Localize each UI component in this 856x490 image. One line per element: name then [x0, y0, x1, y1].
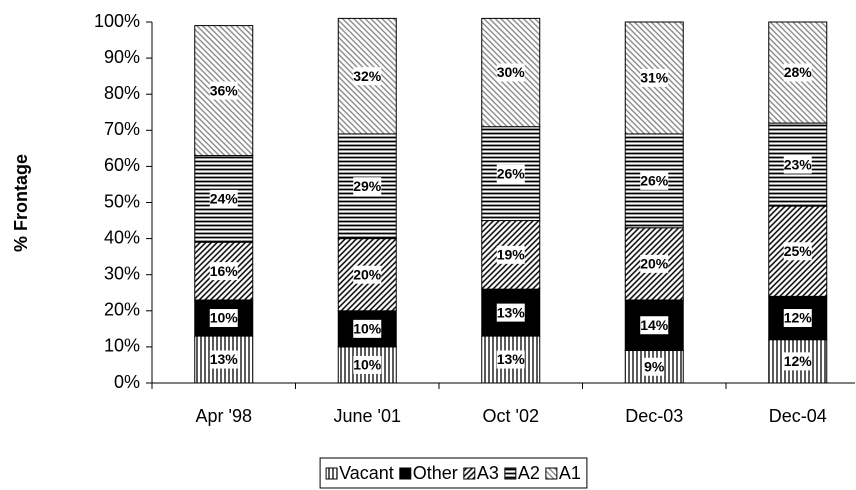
legend: Vacant Other A3 A2 A1: [319, 457, 588, 489]
value-label: 12%: [784, 310, 813, 326]
x-tick-label: June '01: [334, 406, 402, 426]
y-tick-label: 0%: [114, 372, 140, 392]
legend-box: [319, 457, 588, 489]
value-label-bg: [496, 350, 525, 369]
value-label-bg: [783, 63, 812, 82]
legend-swatch: [504, 467, 517, 480]
value-label-bg: [353, 177, 382, 196]
y-tick-label: 40%: [104, 227, 140, 247]
value-label: 25%: [784, 243, 813, 259]
y-tick-label: 70%: [104, 119, 140, 139]
value-label: 14%: [640, 317, 669, 333]
value-label-bg: [353, 67, 382, 86]
value-label: 19%: [497, 247, 526, 263]
value-label-bg: [496, 245, 525, 264]
legend-label: Other: [413, 463, 458, 483]
value-label-bg: [783, 242, 812, 261]
value-label: 20%: [640, 256, 669, 272]
value-label: 10%: [210, 310, 239, 326]
legend-swatch: [325, 467, 338, 480]
legend-label: A3: [477, 463, 499, 483]
y-tick-label: 60%: [104, 155, 140, 175]
value-label-bg: [496, 164, 525, 183]
value-label: 16%: [210, 263, 239, 279]
y-tick-label: 30%: [104, 263, 140, 283]
legend-label: A2: [518, 463, 540, 483]
value-label: 13%: [210, 351, 239, 367]
y-tick-label: 100%: [94, 11, 140, 31]
value-label-bg: [640, 68, 669, 87]
value-label-bg: [496, 303, 525, 322]
y-tick-label: 10%: [104, 336, 140, 356]
value-label-bg: [640, 171, 669, 190]
legend-swatch: [463, 467, 476, 480]
legend-label: Vacant: [339, 463, 394, 483]
value-label: 13%: [497, 351, 526, 367]
x-tick-label: Apr '98: [196, 406, 252, 426]
value-label: 32%: [353, 68, 382, 84]
y-tick-label: 80%: [104, 83, 140, 103]
value-label-bg: [353, 265, 382, 284]
x-tick-label: Oct '02: [483, 406, 539, 426]
value-label-bg: [353, 319, 382, 338]
legend-swatch: [399, 467, 412, 480]
value-label: 12%: [784, 353, 813, 369]
value-label: 29%: [353, 178, 382, 194]
value-label: 26%: [497, 165, 526, 181]
value-label-bg: [209, 262, 238, 281]
value-label-bg: [783, 309, 812, 328]
value-label: 31%: [640, 70, 669, 86]
value-label-bg: [640, 254, 669, 273]
value-label: 20%: [353, 266, 382, 282]
value-label-bg: [209, 81, 238, 100]
value-label-bg: [353, 355, 382, 374]
value-label: 13%: [497, 304, 526, 320]
value-label-bg: [783, 352, 812, 371]
value-label-bg: [644, 357, 665, 376]
value-label: 9%: [644, 358, 665, 374]
value-label: 23%: [784, 156, 813, 172]
value-label-bg: [640, 316, 669, 335]
value-label: 28%: [784, 64, 813, 80]
value-label-bg: [209, 189, 238, 208]
value-label-bg: [496, 63, 525, 82]
legend-swatch: [545, 467, 558, 480]
value-label-bg: [783, 155, 812, 174]
value-label: 24%: [210, 191, 239, 207]
value-label: 30%: [497, 64, 526, 80]
value-label: 26%: [640, 173, 669, 189]
bar-segment: [481, 126, 541, 222]
value-label-bg: [209, 309, 238, 328]
value-label: 36%: [210, 82, 239, 98]
y-tick-label: 50%: [104, 191, 140, 211]
legend-label: A1: [559, 463, 581, 483]
x-tick-label: Dec-03: [625, 406, 683, 426]
y-axis-label: % Frontage: [11, 154, 31, 252]
x-tick-label: Dec-04: [769, 406, 827, 426]
value-label: 10%: [353, 321, 382, 337]
value-label-bg: [209, 350, 238, 369]
y-tick-label: 90%: [104, 47, 140, 67]
y-tick-label: 20%: [104, 300, 140, 320]
value-label: 10%: [353, 357, 382, 373]
